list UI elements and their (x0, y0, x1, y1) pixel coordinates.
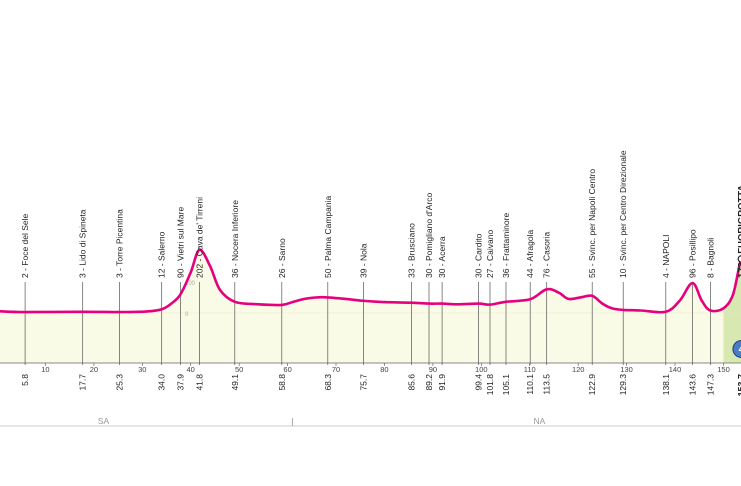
point-label: 202 - Cava de' Tirreni (194, 197, 204, 278)
point-label: 4 - NAPOLI (661, 235, 671, 278)
x-tick-label: 10 (41, 365, 49, 374)
km-label: 122.9 (587, 374, 597, 396)
point-label: 3 - Lido di Spineta (78, 209, 88, 278)
point-label: 30 - Pomigliano d'Arco (424, 192, 434, 278)
point-labels-group: 2 - Foce del Sele 3 - Lido di Spineta 3 - … (20, 150, 741, 278)
x-tick-label: 90 (429, 365, 437, 374)
x-tick-label: 40 (187, 365, 195, 374)
point-label: 76 - Casoria (542, 231, 552, 278)
km-label: 68.3 (323, 374, 333, 391)
point-label: 27 - Caivano (485, 230, 495, 278)
km-label: 37.9 (176, 374, 186, 391)
x-tick-label: 80 (380, 365, 388, 374)
point-label: 96 - Posillipo (688, 229, 698, 278)
x-tick-label: 50 (235, 365, 243, 374)
km-label: 17.7 (78, 374, 88, 391)
province-label: NA (533, 416, 545, 426)
x-tick-label: 30 (138, 365, 146, 374)
km-label: 99.4 (473, 374, 483, 391)
profile-line-group (0, 248, 741, 314)
finish-dot (737, 255, 741, 263)
km-label: 91.9 (437, 374, 447, 391)
altitude-tick-label: 100 (185, 281, 196, 287)
x-tick-label: 20 (90, 365, 98, 374)
km-label: 34.0 (157, 374, 167, 391)
km-label: 101.8 (485, 374, 495, 396)
km-label: 143.6 (688, 374, 698, 396)
point-label: 8 - Bagnoli (705, 237, 715, 278)
km-labels-group: 5.8 17.7 25.3 34.0 37.9 41.8 49.1 58.8 68.3 75.7 8… (20, 374, 741, 397)
x-tick-label: 130 (620, 365, 633, 374)
km-label: 110.1 (525, 374, 535, 395)
km-label: 153.7 (736, 374, 741, 397)
point-label: 33 - Brusciano (407, 223, 417, 278)
drop-lines-group (24, 282, 711, 365)
point-label: 39 - Nola (359, 243, 369, 278)
x-tick-label: 110 (524, 365, 536, 374)
km-label: 129.3 (618, 374, 628, 396)
profile-area (0, 249, 741, 363)
point-label: 36 - Frattaminore (501, 213, 511, 278)
km-label: 41.8 (194, 374, 204, 391)
point-label: 30 - Cardito (473, 233, 483, 278)
x-tick-label: 120 (572, 365, 585, 374)
x-tick-label: 70 (332, 365, 340, 374)
profile-line (0, 248, 741, 314)
km-label: 85.6 (407, 374, 417, 391)
x-tick-label: 60 (283, 365, 291, 374)
stage-badge (732, 340, 741, 358)
stage-badge-label: 4 (739, 345, 741, 356)
km-label: 49.1 (230, 374, 240, 391)
finish-segment-fill (723, 260, 741, 363)
point-label: 55 - Svinc. per Napoli Centro (587, 169, 597, 278)
stage-badge-group: 4 (732, 340, 741, 358)
finish-label: 173 - FUORIGROTTA (736, 185, 741, 278)
altitude-tick-label: 0 (185, 312, 189, 318)
x-tick-label: 150 (717, 365, 730, 374)
point-label: 26 - Sarno (277, 238, 287, 278)
altitude-scale-group: 100 0 (185, 281, 196, 318)
province-label: SA (98, 416, 110, 426)
province-group: SA NA (98, 416, 546, 426)
x-tick-label: 100 (475, 365, 488, 374)
point-label: 2 - Foce del Sele (20, 213, 30, 278)
km-label: 89.2 (424, 374, 434, 391)
profile-area-group (0, 249, 741, 363)
km-label: 5.8 (20, 374, 30, 386)
km-label: 75.7 (359, 374, 369, 391)
km-label: 113.5 (542, 374, 552, 395)
km-label: 105.1 (501, 374, 511, 396)
finish-segment-group (723, 260, 741, 363)
x-tick-label: 140 (669, 365, 682, 374)
point-label: 90 - Vietri sul Mare (176, 207, 186, 278)
point-label: 50 - Palma Campania (323, 196, 333, 278)
point-label: 30 - Acerra (437, 236, 447, 278)
km-label: 147.3 (705, 374, 715, 396)
km-label: 58.8 (277, 374, 287, 391)
point-label: 10 - Svinc. per Centro Direzionale (618, 150, 628, 278)
point-label: 12 - Salerno (157, 231, 167, 278)
point-label: 44 - Afragola (525, 230, 535, 278)
point-label: 3 - Torre Picentina (115, 209, 125, 278)
km-label: 138.1 (661, 374, 671, 396)
km-label: 25.3 (115, 374, 125, 391)
x-ticks-group: 10 20 30 40 50 60 70 80 90 100 110 120 130 140 150 (41, 363, 730, 374)
point-label: 36 - Nocera Inferiore (230, 200, 240, 278)
